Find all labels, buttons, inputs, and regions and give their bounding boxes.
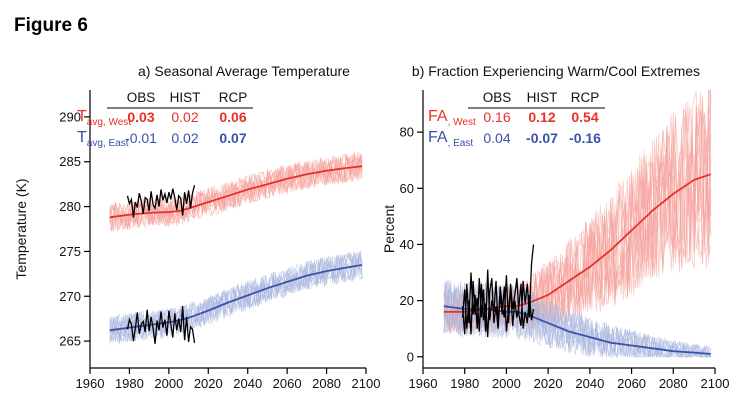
figure-label: Figure 6 <box>14 15 88 36</box>
axes: 1960 1980 2000 2020 2040 2060 2080 210002040608… <box>400 90 730 391</box>
table-cell: -0.01 <box>125 130 157 146</box>
table-cell: 0.12 <box>528 109 555 125</box>
plot-area <box>109 151 363 345</box>
x-tick-label: 2040 <box>575 376 604 391</box>
table-row-label: Tavg, West <box>77 108 131 128</box>
table-header: HIST <box>527 90 558 105</box>
table-cell: 0.04 <box>483 130 510 146</box>
x-tick-label: 2000 <box>492 376 521 391</box>
ensemble-member-line <box>109 155 363 230</box>
table-row-label: FA, East <box>428 129 473 149</box>
table-row-label: Tavg, East <box>77 129 129 149</box>
table-row-label: FA, West <box>428 108 476 128</box>
ensemble-mean-line-east <box>109 264 363 332</box>
x-tick-label: 2080 <box>312 376 341 391</box>
y-tick-label: 280 <box>59 199 81 214</box>
x-tick-label: 2040 <box>233 376 262 391</box>
table-cell: 0.06 <box>219 109 246 125</box>
y-tick-label: 275 <box>59 244 81 259</box>
y-tick-label: 265 <box>59 334 81 349</box>
table-cell: 0.02 <box>171 109 198 125</box>
ensemble-member-line <box>109 251 363 343</box>
y-axis-label: Temperature (K) <box>13 178 29 279</box>
y-tick-label: 285 <box>59 154 81 169</box>
x-tick-label: 1980 <box>115 376 144 391</box>
table-cell: 0.07 <box>219 130 246 146</box>
y-tick-label: 0 <box>407 349 414 364</box>
x-tick-label: 2060 <box>617 376 646 391</box>
ensemble-member-line <box>109 251 363 343</box>
x-tick-label: 1960 <box>76 376 105 391</box>
ensemble-member-line <box>109 154 363 230</box>
x-tick-label: 2100 <box>701 376 730 391</box>
x-tick-label: 2020 <box>194 376 223 391</box>
table-header: OBS <box>483 90 512 105</box>
observed-line <box>126 184 196 218</box>
chart-title: b) Fraction Experiencing Warm/Cool Extre… <box>412 63 700 79</box>
y-tick-label: 270 <box>59 289 81 304</box>
table-cell: -0.07 <box>526 130 558 146</box>
table-cell: 0.02 <box>171 130 198 146</box>
panel-b: b) Fraction Experiencing Warm/Cool Extre… <box>381 63 729 391</box>
y-tick-label: 80 <box>400 125 414 140</box>
table-header: RCP <box>219 90 248 105</box>
ensemble-mean-line-west <box>109 165 363 219</box>
stats-table: OBS HIST RCP FA, West 0.16 0.12 0.54 FA, East 0.… <box>428 90 605 149</box>
table-header: OBS <box>127 90 156 105</box>
y-tick-label: 60 <box>400 181 414 196</box>
table-cell: 0.16 <box>483 109 510 125</box>
table-header: HIST <box>170 90 201 105</box>
table-cell: 0.54 <box>571 109 598 125</box>
plot-area <box>443 90 712 359</box>
x-tick-label: 1960 <box>409 376 438 391</box>
x-tick-label: 2080 <box>659 376 688 391</box>
y-tick-label: 40 <box>400 237 414 252</box>
x-tick-label: 1980 <box>450 376 479 391</box>
observed-line <box>126 306 196 344</box>
y-tick-label: 290 <box>59 109 81 124</box>
ensemble-mean-line-east <box>443 305 711 355</box>
x-tick-label: 2000 <box>154 376 183 391</box>
table-cell: -0.16 <box>569 130 601 146</box>
observed-line <box>461 278 535 338</box>
y-axis-label: Percent <box>381 205 397 253</box>
table-cell: 0.03 <box>127 109 154 125</box>
axes: 1960 1980 2000 2020 2040 2060 2080 2100 265 270 27… <box>59 90 380 391</box>
y-tick-label: 20 <box>400 293 414 308</box>
ensemble-mean-line-west <box>443 173 712 313</box>
x-tick-label: 2100 <box>352 376 381 391</box>
panel-a: a) Seasonal Average Temperature Temperatu… <box>13 63 380 391</box>
x-tick-label: 2060 <box>273 376 302 391</box>
x-tick-label: 2020 <box>534 376 563 391</box>
chart-title: a) Seasonal Average Temperature <box>138 63 350 79</box>
table-header: RCP <box>571 90 600 105</box>
